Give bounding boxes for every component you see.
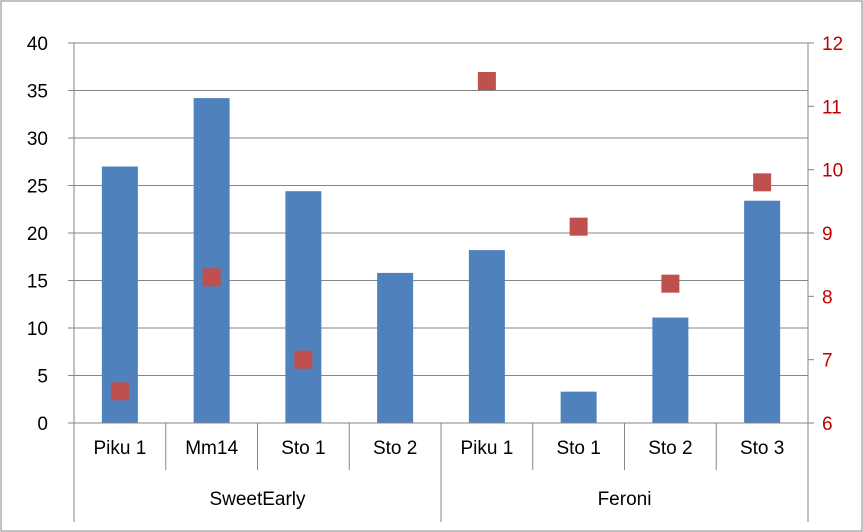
category-label: Sto 1 [281, 438, 325, 459]
bar [193, 98, 230, 423]
bar [101, 166, 138, 423]
left-tick-label: 35 [27, 82, 48, 103]
left-tick-label: 10 [27, 319, 48, 340]
category-labels: Piku 1 Mm14 Sto 1 Sto 2 Piku 1 Sto 1 Sto 2 Sto … [93, 438, 784, 459]
bar [744, 200, 781, 423]
category-label: Piku 1 [460, 438, 513, 459]
category-label: Sto 1 [556, 438, 600, 459]
right-tick-label: 10 [822, 161, 843, 182]
marker-series [110, 72, 772, 401]
bar [652, 317, 689, 423]
left-tick-label: 20 [27, 224, 48, 245]
right-tick-label: 8 [822, 287, 833, 308]
left-tick-label: 40 [27, 34, 48, 55]
left-axis-ticks: 0 5 10 15 20 25 30 35 40 [27, 34, 48, 435]
bar [377, 272, 414, 423]
left-tick-label: 0 [37, 414, 48, 435]
category-label: Sto 2 [373, 438, 417, 459]
right-tick-label: 11 [822, 97, 842, 118]
axes [68, 42, 814, 522]
category-label: Sto 2 [648, 438, 692, 459]
left-tick-label: 25 [27, 177, 48, 198]
left-tick-label: 15 [27, 272, 48, 293]
left-tick-label: 30 [27, 129, 48, 150]
marker-point [753, 173, 772, 192]
marker-point [661, 274, 680, 293]
marker-point [202, 268, 221, 287]
right-tick-label: 6 [822, 414, 833, 435]
marker-point [569, 217, 588, 236]
category-label: Mm14 [185, 438, 238, 459]
left-tick-label: 5 [37, 367, 48, 388]
bar [560, 391, 597, 423]
group-labels: SweetEarly Feroni [209, 489, 651, 510]
right-tick-label: 9 [822, 224, 833, 245]
marker-point [477, 72, 496, 90]
right-tick-label: 7 [822, 351, 833, 372]
bar [468, 250, 505, 423]
bar-series [101, 98, 781, 423]
bar [285, 191, 322, 423]
group-label: SweetEarly [209, 489, 306, 510]
marker-point [110, 382, 129, 401]
marker-point [294, 350, 313, 369]
category-label: Piku 1 [93, 438, 146, 459]
category-label: Sto 3 [740, 438, 784, 459]
group-label: Feroni [598, 489, 652, 510]
right-tick-label: 12 [822, 34, 843, 55]
right-axis-ticks: 6 7 8 9 10 11 12 [822, 34, 843, 435]
